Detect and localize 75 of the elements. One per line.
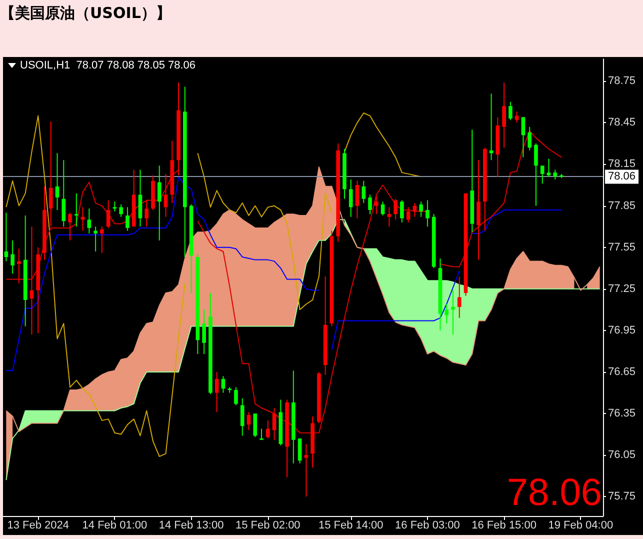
- candlestick: [260, 428, 264, 440]
- candlestick: [502, 82, 506, 148]
- candlestick: [304, 443, 308, 498]
- candlestick: [119, 204, 123, 218]
- x-tick-label: 13 Feb 2024: [7, 520, 69, 532]
- y-tick-label: 76.05: [608, 449, 636, 462]
- candlestick: [10, 240, 14, 274]
- candlestick: [17, 248, 21, 284]
- x-tick-label: 14 Feb 01:00: [82, 520, 148, 532]
- candlestick: [508, 101, 512, 120]
- chart-title: 【美国原油（USOIL）】: [0, 4, 171, 23]
- candlestick: [355, 180, 360, 219]
- candlestick: [368, 194, 372, 215]
- candlestick: [144, 200, 149, 228]
- candlestick: [444, 304, 449, 324]
- candlestick: [74, 192, 78, 228]
- candlestick: [62, 160, 66, 228]
- candlestick: [234, 386, 238, 406]
- x-tick-label: 19 Feb 04:00: [548, 520, 614, 532]
- ref-line-label: 78.06: [608, 170, 636, 183]
- y-tick-label: 75.75: [608, 490, 636, 503]
- candlestick: [521, 116, 526, 158]
- candlestick: [94, 226, 98, 252]
- candlestick: [348, 178, 353, 218]
- candlestick: [126, 206, 130, 232]
- x-tick-label: 14 Feb 13:00: [158, 520, 224, 532]
- candlestick: [387, 206, 392, 228]
- candlestick: [298, 438, 302, 464]
- candlestick: [240, 398, 244, 436]
- candlestick: [553, 169, 558, 180]
- y-tick-label: 76.35: [608, 408, 636, 420]
- candlestick: [362, 180, 366, 204]
- candlestick: [374, 196, 378, 215]
- candlestick: [202, 309, 206, 354]
- candlestick: [412, 202, 417, 218]
- candlestick: [419, 201, 423, 218]
- candlestick: [55, 152, 60, 210]
- candlestick: [100, 226, 104, 254]
- candlestick: [4, 212, 8, 262]
- annotation: USOIL,H1 78.07 78.08 78.05 78.06: [20, 60, 196, 72]
- candlestick: [394, 198, 398, 220]
- candlestick: [253, 413, 258, 438]
- x-tick-label: 16 Feb 15:00: [472, 520, 536, 532]
- candlestick: [400, 200, 404, 223]
- candlestick: [457, 276, 462, 318]
- y-tick-label: 77.55: [608, 241, 636, 254]
- candlestick: [426, 200, 430, 228]
- y-tick-label: 78.75: [608, 75, 636, 88]
- y-tick-label: 78.15: [608, 158, 636, 170]
- x-tick-label: 15 Feb 02:00: [235, 520, 300, 532]
- candlestick: [266, 420, 270, 439]
- candlestick: [68, 212, 72, 241]
- candlestick: [157, 165, 162, 241]
- candlestick: [48, 120, 53, 228]
- y-tick-label: 76.65: [608, 366, 636, 378]
- y-tick-label: 77.25: [608, 282, 636, 295]
- candlestick: [164, 173, 168, 218]
- x-tick-label: 15 Feb 14:00: [318, 520, 384, 532]
- x-tick-label: 16 Feb 03:00: [395, 520, 460, 532]
- candlestick: [106, 200, 110, 228]
- candlestick: [528, 126, 532, 151]
- y-tick-label: 76.95: [608, 324, 636, 336]
- candlestick: [451, 290, 455, 336]
- candlestick: [112, 201, 117, 212]
- candlestick: [476, 160, 480, 260]
- candlestick: [272, 407, 276, 440]
- line-series: [6, 219, 600, 480]
- candlestick: [138, 169, 142, 228]
- candlestick: [534, 142, 538, 206]
- y-tick-label: 78.45: [608, 116, 636, 129]
- candlestick: [87, 208, 92, 234]
- annotation: 78.06: [506, 472, 602, 514]
- candlestick: [546, 158, 551, 178]
- candlestick: [540, 165, 544, 184]
- y-tick-label: 77.85: [608, 200, 636, 212]
